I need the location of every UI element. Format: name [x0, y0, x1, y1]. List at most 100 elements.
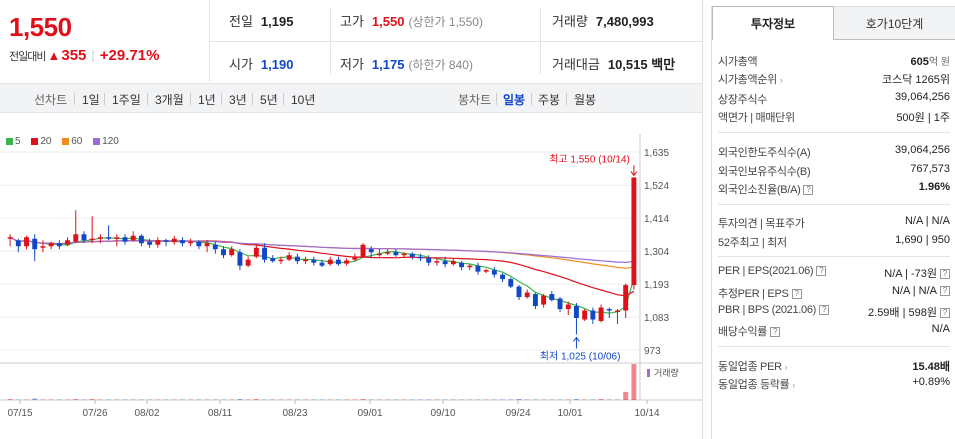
change-separator: | [91, 48, 95, 63]
volume-bar [48, 399, 54, 401]
candle-body [598, 307, 604, 321]
candle-body [294, 256, 300, 262]
candle-weekly[interactable]: 주봉 [538, 93, 561, 107]
tab-investment-info[interactable]: 투자정보 [712, 6, 834, 40]
stat-volume-value: 7,480,993 [595, 14, 654, 29]
stat-high-label: 고가 [340, 14, 364, 29]
help-icon[interactable]: ? [816, 266, 827, 277]
period-1y[interactable]: 1년 [198, 93, 216, 107]
opinion-label: 투자의견 | 목표주가 [718, 218, 805, 230]
period-5y[interactable]: 5년 [260, 93, 278, 107]
volume-bar [549, 399, 555, 401]
row-opinion: 투자의견 | 목표주가 N/A | N/A [718, 215, 950, 231]
candlestick-chart[interactable]: 1,635 1,524 1,414 1,304 1,193 1,083 973 거래량 최고 1… [0, 114, 702, 439]
tab-order-book[interactable]: 호가10단계 [834, 6, 955, 40]
panel-tabs: 투자정보 호가10단계 [712, 6, 955, 40]
candle-body [623, 285, 629, 311]
volume-bar [97, 399, 103, 401]
volume-bar [32, 398, 38, 400]
chevron-right-icon: › [792, 380, 795, 390]
period-3y[interactable]: 3년 [229, 93, 247, 107]
volume-bar [344, 399, 350, 401]
help-icon[interactable]: ? [770, 327, 781, 338]
candle-body [171, 238, 177, 242]
candle-body [32, 238, 38, 250]
panel-divider [718, 346, 950, 347]
toolbar-separator [190, 93, 191, 105]
volume-legend-swatch [647, 369, 650, 377]
candle-body [368, 249, 374, 253]
stat-volume: 거래량 7,480,993 [552, 11, 654, 30]
volume-bar [615, 399, 620, 401]
candle-body [56, 243, 62, 247]
candle-body [319, 262, 325, 266]
candle-body [524, 292, 530, 298]
candle-body [615, 310, 620, 313]
stat-prev-label: 전일 [229, 14, 253, 29]
volume-bar [122, 399, 128, 401]
volume-bar [56, 399, 62, 401]
x-tick-label: 09/01 [357, 408, 382, 419]
candle-daily[interactable]: 일봉 [503, 93, 526, 107]
chevron-right-icon: › [784, 362, 788, 372]
candle-body [426, 258, 432, 263]
help-icon[interactable]: ? [940, 269, 950, 280]
candle-body [442, 261, 448, 265]
volume-bar [294, 399, 300, 401]
foreign-ratio-label: 외국인소진율(B/A)? [718, 181, 814, 197]
industry-per-label[interactable]: 동일업종 PER › [718, 361, 788, 373]
row-dividend: 배당수익률? N/A [718, 323, 950, 339]
candle-body [212, 244, 218, 250]
period-3m[interactable]: 3개월 [155, 93, 184, 107]
candle-body [327, 259, 333, 265]
candle-body [122, 237, 128, 242]
help-icon[interactable]: ? [803, 185, 814, 196]
change-percent: +29.71% [99, 47, 160, 64]
y-tick-label: 1,524 [644, 181, 669, 192]
opinion-value: N/A | N/A [904, 215, 950, 227]
toolbar-separator [531, 93, 532, 105]
period-1d[interactable]: 1일 [82, 93, 100, 107]
volume-bar [253, 399, 259, 400]
volume-bar [541, 399, 547, 401]
est-per-label: 추정PER | EPS? [718, 285, 802, 301]
volume-bar [606, 399, 612, 401]
candle-body [549, 294, 555, 301]
market-cap-rank-label: 시가총액순위 › [718, 74, 783, 86]
volume-bar [434, 399, 440, 401]
candle-body [262, 247, 268, 260]
x-tick-label: 09/10 [430, 408, 455, 419]
help-icon[interactable]: ? [940, 286, 950, 297]
stat-volume-label: 거래량 [552, 14, 588, 29]
candle-body [106, 237, 112, 239]
stat-open-value: 1,190 [260, 57, 294, 72]
toolbar-separator [566, 93, 567, 105]
candle-body [163, 240, 169, 242]
change-value: 355 [61, 47, 87, 64]
help-icon[interactable]: ? [940, 308, 950, 319]
stat-amount-label: 거래대금 [552, 57, 600, 72]
help-icon[interactable]: ? [819, 305, 830, 316]
volume-bar [401, 399, 407, 401]
stat-amount-unit: 백만 [651, 57, 676, 72]
up-arrow-icon: ▲ [47, 48, 61, 63]
volume-bar [303, 399, 309, 401]
volume-bar [360, 399, 366, 400]
help-icon[interactable]: ? [791, 289, 802, 300]
volume-bar [147, 399, 153, 401]
industry-change-label[interactable]: 동일업종 등락률 › [718, 379, 795, 391]
stat-amount-value: 10,515 [607, 57, 648, 72]
period-1w[interactable]: 1주일 [112, 93, 141, 107]
candle-body [393, 252, 399, 256]
foreign-hold-label: 외국인보유주식수(B) [718, 166, 811, 178]
shares-value: 39,064,256 [894, 91, 950, 103]
period-10y[interactable]: 10년 [291, 93, 316, 107]
legend-item: 20 [31, 136, 51, 147]
market-cap-label: 시가총액 [718, 56, 758, 68]
candle-monthly[interactable]: 월봉 [574, 93, 597, 107]
candle-body [631, 177, 637, 286]
candle-body [24, 237, 29, 247]
stat-prev-value: 1,195 [260, 14, 294, 29]
panel-divider [718, 132, 950, 133]
toolbar-separator [74, 93, 75, 105]
